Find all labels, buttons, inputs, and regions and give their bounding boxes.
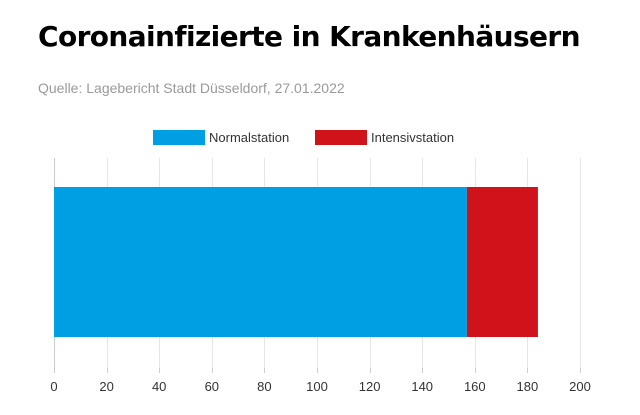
- x-tick-label-140: 140: [411, 379, 433, 394]
- legend: Normalstation Intensivstation: [153, 130, 454, 145]
- bars: [54, 187, 538, 337]
- legend-swatch-normalstation: [153, 130, 205, 145]
- x-tick-label-100: 100: [306, 379, 328, 394]
- x-tick-label-40: 40: [152, 379, 166, 394]
- legend-label-normalstation: Normalstation: [209, 130, 289, 145]
- x-tick-label-0: 0: [50, 379, 57, 394]
- x-tick-label-20: 20: [99, 379, 113, 394]
- legend-label-intensivstation: Intensivstation: [371, 130, 454, 145]
- x-tick-label-60: 60: [205, 379, 219, 394]
- bar-intensivstation[interactable]: [466, 187, 538, 337]
- bar-normalstation[interactable]: [54, 187, 467, 337]
- x-tick-label-180: 180: [517, 379, 539, 394]
- legend-swatch-intensivstation: [315, 130, 367, 145]
- chart-title: Coronainfizierte in Krankenhäusern: [38, 20, 581, 53]
- x-tick-label-120: 120: [359, 379, 381, 394]
- x-tick-label-200: 200: [569, 379, 591, 394]
- chart-source: Quelle: Lagebericht Stadt Düsseldorf, 27…: [38, 80, 345, 96]
- x-axis: 0 20 40 60 80 100 120 140 160 180 200: [50, 158, 591, 394]
- x-tick-label-160: 160: [464, 379, 486, 394]
- x-tick-label-80: 80: [257, 379, 271, 394]
